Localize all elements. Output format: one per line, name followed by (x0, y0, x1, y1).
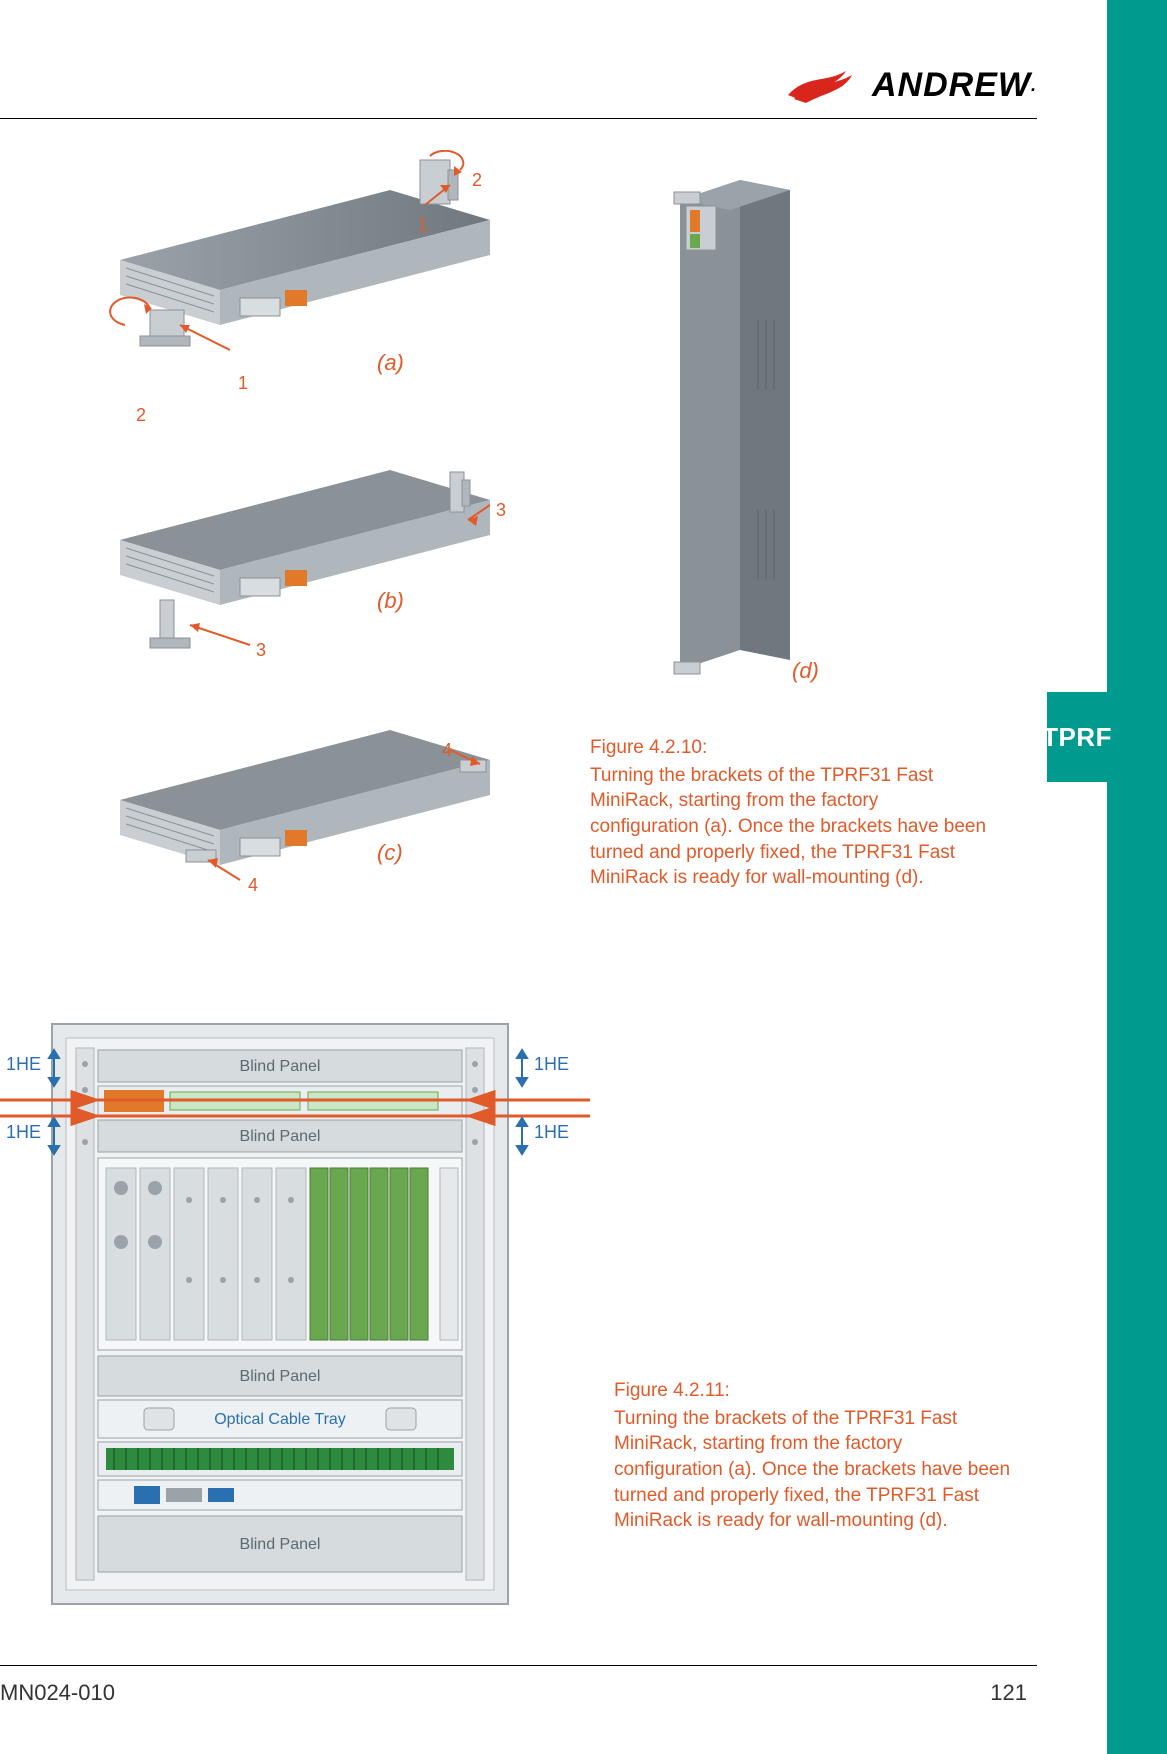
figure-1-title: Figure 4.2.10: (590, 735, 990, 761)
section-tab: TPRF (1047, 692, 1107, 782)
brand-logo: ANDREW . (757, 55, 1037, 115)
num-3-right: 3 (496, 500, 506, 521)
figure-caption-1: Figure 4.2.10: Turning the brackets of t… (590, 735, 990, 891)
diagram-minirack-a (90, 150, 510, 350)
figure-2-body: Turning the brackets of the TPRF31 Fast … (614, 1406, 1014, 1534)
num-4-left: 4 (248, 875, 258, 896)
num-3-left: 3 (256, 640, 266, 661)
red-guide-line (0, 1088, 590, 1128)
label-a: (a) (377, 350, 404, 376)
diagram-minirack-b (90, 450, 510, 650)
brand-swoosh-icon (786, 65, 866, 105)
svg-text:Blind Panel: Blind Panel (240, 1536, 321, 1553)
he-label-tl: 1HE (6, 1054, 41, 1075)
num-2-left: 2 (136, 405, 146, 426)
divider-bottom (0, 1665, 1037, 1666)
he-label-tr: 1HE (534, 1054, 569, 1075)
brand-dot: . (1031, 75, 1037, 96)
annotations-b (90, 450, 510, 660)
he-arrow-tr (512, 1048, 532, 1088)
num-2-right: 2 (472, 170, 482, 191)
brand-name: ANDREW (872, 66, 1031, 105)
svg-text:Blind Panel: Blind Panel (240, 1368, 321, 1385)
label-d: (d) (792, 658, 819, 684)
num-1-right: 1 (418, 215, 428, 236)
he-arrow-tl (44, 1048, 64, 1088)
label-c: (c) (377, 840, 403, 866)
section-tab-label: TPRF (1042, 722, 1112, 753)
footer-page-number: 121 (990, 1680, 1027, 1706)
page: TPRF ANDREW . (0, 0, 1167, 1754)
blind-panel-1-label: Blind Panel (240, 1058, 321, 1075)
footer-doc-id: MN024-010 (0, 1680, 115, 1706)
label-b: (b) (377, 588, 404, 614)
figure-2-title: Figure 4.2.11: (614, 1378, 1014, 1404)
svg-text:Blind Panel: Blind Panel (240, 1128, 321, 1145)
svg-text:Optical Cable Tray: Optical Cable Tray (214, 1411, 346, 1428)
divider-top (0, 118, 1037, 119)
num-1-left: 1 (238, 373, 248, 394)
figure-caption-2: Figure 4.2.11: Turning the brackets of t… (614, 1378, 1014, 1534)
diagram-minirack-d (640, 170, 820, 690)
annotations-a (90, 150, 510, 370)
section-sidebar-band (1107, 0, 1167, 1754)
num-4-right: 4 (442, 740, 452, 761)
figure-1-body: Turning the brackets of the TPRF31 Fast … (590, 763, 990, 891)
